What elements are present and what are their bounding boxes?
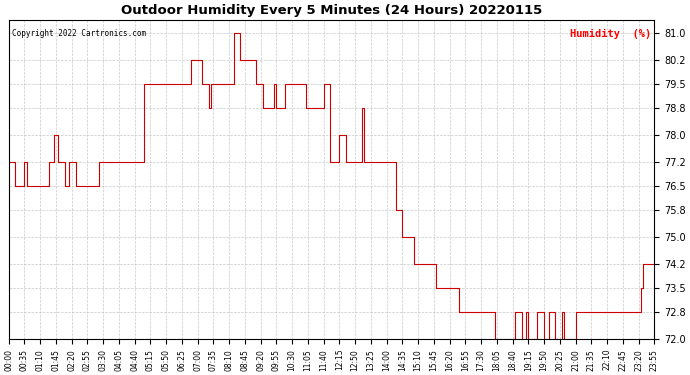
Title: Outdoor Humidity Every 5 Minutes (24 Hours) 20220115: Outdoor Humidity Every 5 Minutes (24 Hou… <box>121 4 542 17</box>
Text: Humidity  (%): Humidity (%) <box>570 29 651 39</box>
Text: Copyright 2022 Cartronics.com: Copyright 2022 Cartronics.com <box>12 29 146 38</box>
